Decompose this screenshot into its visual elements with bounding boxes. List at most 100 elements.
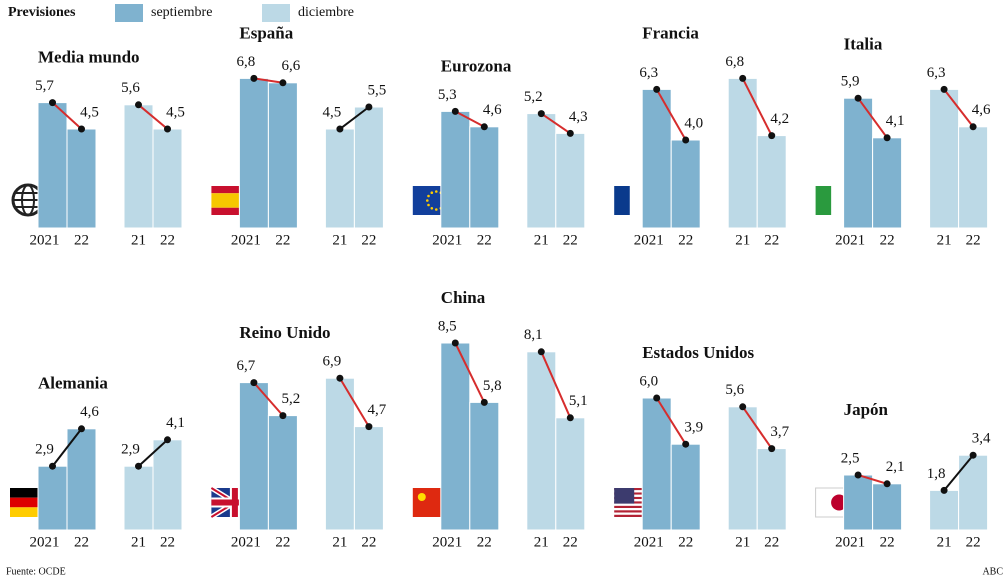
point xyxy=(451,339,459,347)
x-tick-label: 22 xyxy=(966,534,981,550)
bar xyxy=(324,377,355,531)
value-label: 3,9 xyxy=(684,420,703,436)
bar xyxy=(727,406,758,531)
point xyxy=(566,129,574,137)
flag xyxy=(614,508,662,511)
point xyxy=(883,480,891,488)
value-label: 2,9 xyxy=(121,442,140,458)
bar xyxy=(929,88,960,229)
flag xyxy=(629,186,646,215)
trend-line xyxy=(137,104,169,130)
flag xyxy=(211,200,259,208)
point xyxy=(854,94,862,102)
bar xyxy=(641,88,672,229)
x-tick-label: 2021 xyxy=(231,232,261,248)
value-label: 6,0 xyxy=(639,373,658,389)
x-tick-label: 2021 xyxy=(634,232,664,248)
value-label: 4,5 xyxy=(80,104,99,120)
value-label: 4,6 xyxy=(972,102,991,118)
chart-title: Reino Unido xyxy=(239,323,330,342)
legend-label: diciembre xyxy=(298,5,354,20)
bar xyxy=(123,104,154,229)
chart-title: China xyxy=(441,288,486,307)
value-label: 4,2 xyxy=(770,111,789,127)
point xyxy=(164,125,171,133)
bar xyxy=(353,426,384,531)
x-tick-label: 2021 xyxy=(432,232,462,248)
x-tick-label: 22 xyxy=(275,534,290,550)
legend-swatch xyxy=(262,4,290,22)
trend-line xyxy=(857,474,888,485)
bar xyxy=(929,489,960,531)
flag xyxy=(430,206,434,210)
chart-title: Alemania xyxy=(38,374,108,393)
value-label: 2,5 xyxy=(841,450,860,466)
flag xyxy=(430,191,434,195)
x-tick-label: 2021 xyxy=(30,232,60,248)
bar xyxy=(641,397,672,531)
credit: ABC xyxy=(982,566,1003,577)
value-label: 5,6 xyxy=(725,382,744,398)
x-tick-label: 22 xyxy=(880,534,895,550)
x-tick-label: 22 xyxy=(361,534,376,550)
flag xyxy=(614,488,635,504)
trend-line xyxy=(943,454,974,492)
bar xyxy=(353,106,384,229)
value-label: 8,5 xyxy=(438,318,457,334)
flag xyxy=(211,207,259,215)
x-tick-label: 22 xyxy=(160,534,175,550)
flag xyxy=(614,488,662,491)
trend-line xyxy=(454,110,485,128)
value-label: 4,3 xyxy=(569,109,588,125)
point xyxy=(250,74,258,82)
flag xyxy=(614,494,662,497)
trend-line xyxy=(540,351,572,419)
flag xyxy=(211,186,259,194)
value-label: 4,1 xyxy=(886,113,905,129)
point xyxy=(451,107,459,115)
chart-title: Media mundo xyxy=(38,48,140,67)
trend-line xyxy=(741,406,773,450)
bar xyxy=(756,448,787,531)
trend-line xyxy=(51,428,83,467)
x-tick-label: 22 xyxy=(74,232,89,248)
point xyxy=(135,462,142,470)
bar xyxy=(843,97,874,229)
flag xyxy=(614,490,662,493)
bar xyxy=(670,443,701,531)
legend-swatch xyxy=(115,4,143,22)
trend-line xyxy=(253,381,284,417)
value-label: 2,1 xyxy=(886,459,905,475)
x-tick-label: 2021 xyxy=(835,534,865,550)
bar xyxy=(267,415,298,531)
bar xyxy=(66,428,97,531)
value-label: 4,6 xyxy=(483,102,502,118)
value-label: 5,6 xyxy=(121,80,140,96)
value-label: 4,6 xyxy=(80,404,99,420)
point xyxy=(537,110,545,118)
point xyxy=(250,379,258,387)
value-label: 6,3 xyxy=(639,65,658,81)
point xyxy=(883,134,891,142)
value-label: 6,3 xyxy=(927,65,946,81)
value-label: 4,0 xyxy=(684,115,703,131)
bar xyxy=(440,110,471,229)
point xyxy=(336,125,344,133)
bar xyxy=(238,382,269,531)
point xyxy=(78,425,85,433)
value-label: 5,3 xyxy=(438,87,457,103)
flag xyxy=(831,186,847,215)
source: Fuente: OCDE xyxy=(6,566,66,577)
trend-line xyxy=(655,397,687,445)
trend-line xyxy=(253,77,284,84)
trend-line xyxy=(857,97,888,139)
x-tick-label: 22 xyxy=(361,232,376,248)
point xyxy=(940,85,948,93)
point xyxy=(768,445,776,453)
value-label: 6,8 xyxy=(237,54,256,70)
bar xyxy=(756,135,787,229)
bar xyxy=(469,126,500,229)
chart-title: Japón xyxy=(844,400,889,419)
flag xyxy=(10,497,57,508)
